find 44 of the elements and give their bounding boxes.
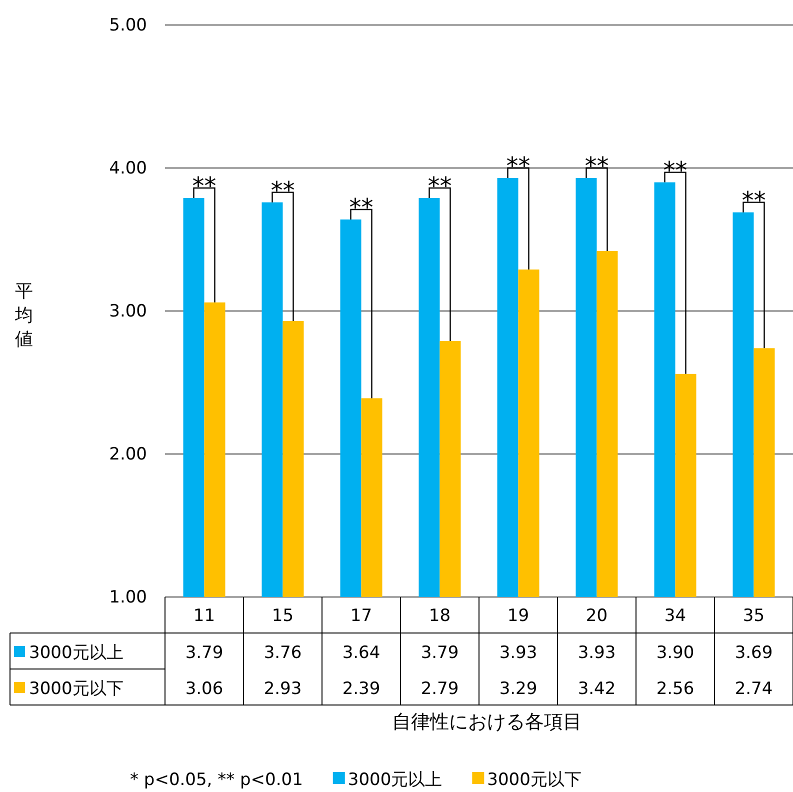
data-label: 3.79 [420, 643, 459, 663]
data-label: 3.42 [578, 679, 616, 699]
data-label: 2.56 [656, 679, 694, 699]
legend-label: 3000元以上 [29, 643, 124, 663]
annotation: ** [584, 152, 609, 180]
text: 3000元以上 [348, 770, 442, 790]
data-label: 3.76 [264, 643, 302, 663]
annotation: ** [506, 152, 530, 180]
x-tick-label: 34 [664, 606, 686, 626]
annotation: ** [349, 193, 374, 222]
data-label: 3.06 [185, 679, 224, 699]
y-axis-title: 平均値 [14, 281, 33, 350]
data-label: 3.93 [578, 643, 616, 663]
x-tick-label: 19 [507, 606, 530, 626]
y-tick-label: 2.00 [109, 444, 147, 464]
text: * p<0.05, ** p<0.01 [130, 770, 303, 790]
y-tick-label: 4.00 [109, 158, 147, 178]
annotation: ** [663, 156, 688, 184]
annotation: ** [428, 172, 452, 200]
legend-label: 3000元以下 [29, 679, 124, 699]
data-label: 3.90 [656, 643, 694, 663]
annotation: ** [192, 172, 216, 200]
x-tick-label: 18 [428, 606, 451, 626]
annotation: ** [742, 186, 766, 214]
y-tick-label: 1.00 [109, 587, 147, 608]
x-tick-label: 17 [350, 606, 372, 626]
y-tick-label: 5.00 [109, 15, 147, 36]
data-label: 3.64 [342, 643, 380, 663]
x-tick-label: 15 [272, 606, 294, 626]
x-tick-label: 11 [193, 606, 216, 626]
data-label: 3.69 [734, 643, 773, 663]
x-axis-title: 自律性における各項目 [392, 711, 582, 733]
x-tick-label: 35 [742, 606, 765, 626]
data-label: 2.74 [734, 679, 773, 699]
data-label: 2.79 [420, 679, 459, 699]
data-label: 3.79 [185, 643, 224, 663]
data-label: 2.39 [342, 679, 380, 699]
data-label: 2.93 [264, 679, 302, 699]
annotation: ** [270, 176, 295, 204]
y-tick-label: 3.00 [109, 301, 147, 322]
data-label: 3.93 [499, 643, 538, 663]
x-tick-label: 20 [586, 606, 608, 626]
data-label: 3.29 [499, 679, 538, 699]
text: 3000元以下 [487, 770, 582, 790]
